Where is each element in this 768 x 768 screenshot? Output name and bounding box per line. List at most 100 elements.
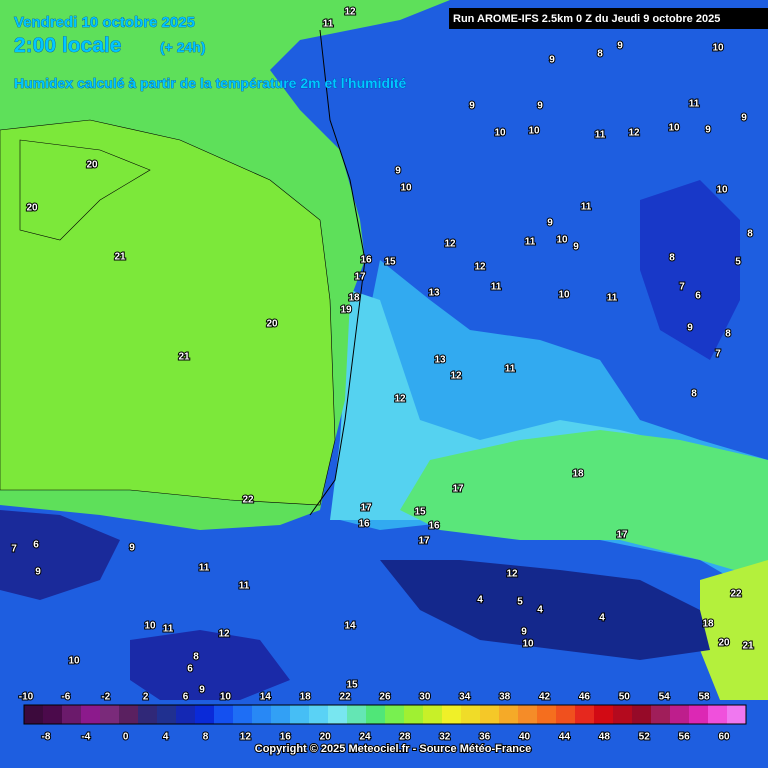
colorbar-label: -8 (41, 732, 50, 743)
contour-label: 7 (715, 349, 721, 360)
colorbar-label: -4 (81, 732, 90, 743)
contour-label: 18 (572, 469, 584, 480)
colorbar-label: 16 (280, 732, 292, 743)
colorbar-label: -6 (61, 692, 70, 703)
contour-label: 15 (384, 257, 396, 268)
colorbar-label: 32 (439, 732, 451, 743)
contour-label: 12 (506, 569, 518, 580)
cold-zone-south (130, 630, 290, 700)
colorbar-swatch (670, 705, 690, 724)
contour-label: 9 (547, 218, 553, 229)
contour-label: 22 (242, 495, 254, 506)
colorbar-frame (23, 704, 747, 725)
colorbar-label: 4 (163, 732, 169, 743)
contour-label: 20 (26, 203, 38, 214)
contour-label: 10 (556, 235, 568, 246)
contour-label: 11 (581, 202, 592, 213)
colorbar-swatch (138, 705, 158, 724)
colorbar-swatch (537, 705, 557, 724)
contour-label: 9 (395, 166, 401, 177)
colorbar-swatch (727, 705, 747, 724)
colorbar-swatch (157, 705, 177, 724)
contour-label: 20 (266, 319, 278, 330)
contour-label: 13 (434, 355, 446, 366)
colorbar-swatch (613, 705, 633, 724)
contour-label: 4 (537, 605, 543, 616)
colorbar-label: 0 (123, 732, 129, 743)
contour-label: 12 (474, 262, 486, 273)
contour-label: 5 (517, 597, 523, 608)
colorbar-swatch (176, 705, 196, 724)
contour-label: 9 (521, 627, 527, 638)
colorbar-label: 56 (679, 732, 691, 743)
time: 2:00 locale (14, 34, 121, 57)
contour-label: 11 (239, 581, 250, 592)
contour-label: 9 (199, 685, 205, 696)
coastline (309, 29, 366, 516)
contour-label: 4 (599, 613, 605, 624)
contour-label: 10 (68, 656, 80, 667)
colorbar-swatch (195, 705, 215, 724)
contour-label: 17 (616, 530, 628, 541)
colorbar-label: 36 (479, 732, 491, 743)
contour-label: 18 (702, 619, 714, 630)
contour-label: 12 (628, 128, 640, 139)
colorbar-label: 48 (599, 732, 611, 743)
contour-label: 16 (360, 255, 372, 266)
contour-label: 8 (691, 389, 697, 400)
contour-label: 7 (11, 544, 17, 555)
colorbar-label: 6 (183, 692, 189, 703)
colorbar-swatch (366, 705, 386, 724)
colorbar-label: 8 (203, 732, 209, 743)
colorbar-swatch (252, 705, 272, 724)
colorbar-label: 42 (539, 692, 551, 703)
contour-label: 10 (400, 183, 412, 194)
contour-label: 17 (354, 272, 366, 283)
warm-zone-east (700, 560, 768, 700)
colorbar-swatch (480, 705, 500, 724)
colorbar-label: 58 (698, 692, 710, 703)
contour-label: 11 (595, 130, 606, 141)
contour-label: 11 (607, 293, 618, 304)
colorbar-label: 2 (143, 692, 149, 703)
contour-label: 21 (742, 641, 754, 652)
colorbar-swatch (328, 705, 348, 724)
colorbar-swatch (423, 705, 443, 724)
colorbar-swatch (119, 705, 139, 724)
colorbar-label: 22 (340, 692, 352, 703)
colorbar-swatch (62, 705, 82, 724)
colorbar-label: 12 (240, 732, 252, 743)
contour-label: 5 (735, 257, 741, 268)
contour-label: 21 (178, 352, 190, 363)
contour-label: 11 (199, 563, 210, 574)
contour-label: 11 (491, 282, 502, 293)
contour-label: 9 (687, 323, 693, 334)
colorbar-swatch (632, 705, 652, 724)
contour-label: 6 (187, 664, 193, 675)
colorbar-label: 52 (639, 732, 651, 743)
contour-label: 19 (340, 305, 352, 316)
contour-label: 9 (573, 242, 579, 253)
colorbar-swatch (651, 705, 671, 724)
contour-label: 7 (679, 282, 685, 293)
colorbar-swatch (24, 705, 44, 724)
colorbar-swatch (214, 705, 234, 724)
colorbar-swatch (461, 705, 481, 724)
contour-label: 6 (695, 291, 701, 302)
contour-label: 10 (528, 126, 540, 137)
colorbar-label: 20 (320, 732, 332, 743)
contour-label: 12 (444, 239, 456, 250)
colorbar-label: 10 (220, 692, 232, 703)
contour-label: 15 (414, 507, 426, 518)
colorbar-label: 38 (499, 692, 511, 703)
colorbar-label: 26 (379, 692, 391, 703)
colorbar-label: -10 (19, 692, 34, 703)
contour-label: 10 (522, 639, 534, 650)
contour-label: 13 (428, 288, 440, 299)
colorbar-label: 50 (619, 692, 631, 703)
contour-label: 20 (718, 638, 730, 649)
subtitle: Humidex calculé à partir de la températu… (14, 75, 407, 91)
contour-label: 10 (144, 621, 156, 632)
